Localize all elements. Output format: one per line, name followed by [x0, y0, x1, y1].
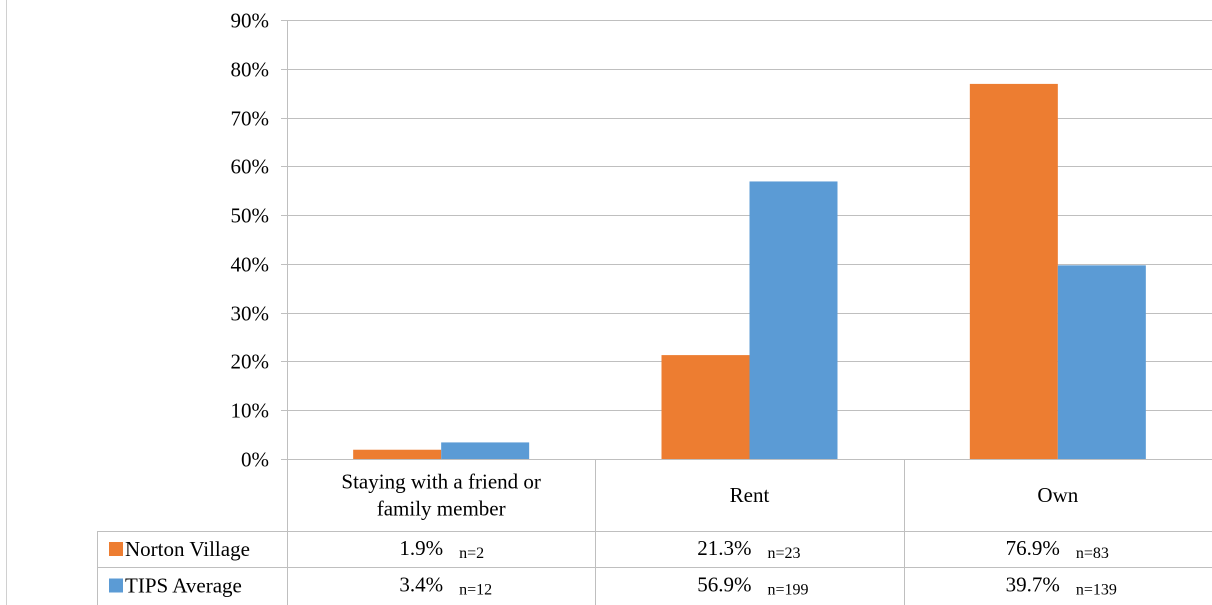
bar-norton-village: [353, 449, 442, 459]
legend-label: TIPS Average: [125, 574, 242, 598]
y-tick-label: 80%: [231, 58, 270, 82]
y-tick-label: 90%: [231, 9, 270, 33]
legend-label: Norton Village: [125, 537, 250, 561]
data-value-label: 39.7%: [1006, 573, 1060, 597]
bar-tips-average: [749, 181, 838, 459]
legend-swatch: [109, 578, 123, 593]
data-table: Staying with a friend or family member Ren…: [97, 459, 1212, 605]
data-value-label: 56.9%: [697, 573, 751, 597]
y-tick-label: 30%: [231, 302, 270, 326]
bars: [353, 83, 1146, 459]
sample-size-label: n=2: [459, 545, 484, 562]
sample-size-label: n=83: [1076, 545, 1109, 562]
y-axis: 0% 10% 20% 30% 40% 50% 60% 70% 80% 90%: [231, 9, 288, 472]
data-value-label: 76.9%: [1006, 536, 1060, 560]
sample-size-label: n=199: [768, 582, 809, 599]
legend-swatch: [109, 542, 123, 556]
data-value-label: 3.4%: [399, 573, 443, 597]
bar-norton-village: [969, 83, 1058, 459]
sample-size-label: n=139: [1076, 582, 1117, 599]
data-value-label: 21.3%: [697, 536, 751, 560]
bar-norton-village: [661, 355, 750, 459]
y-tick-label: 70%: [231, 107, 270, 131]
y-tick-label: 40%: [231, 253, 270, 277]
bar-tips-average: [1057, 265, 1146, 459]
y-tick-label: 10%: [231, 399, 270, 423]
category-label: family member: [377, 497, 506, 521]
data-value-label: 1.9%: [399, 536, 443, 560]
bar-tips-average: [441, 442, 530, 459]
sample-size-label: n=23: [768, 545, 801, 562]
category-label: Rent: [730, 483, 770, 507]
category-label: Staying with a friend or: [341, 470, 540, 494]
y-tick-label: 50%: [231, 204, 270, 228]
y-tick-label: 20%: [231, 350, 270, 374]
sample-size-label: n=12: [459, 582, 492, 599]
y-tick-label: 0%: [241, 448, 269, 472]
y-tick-label: 60%: [231, 155, 270, 179]
category-label: Own: [1037, 483, 1078, 507]
